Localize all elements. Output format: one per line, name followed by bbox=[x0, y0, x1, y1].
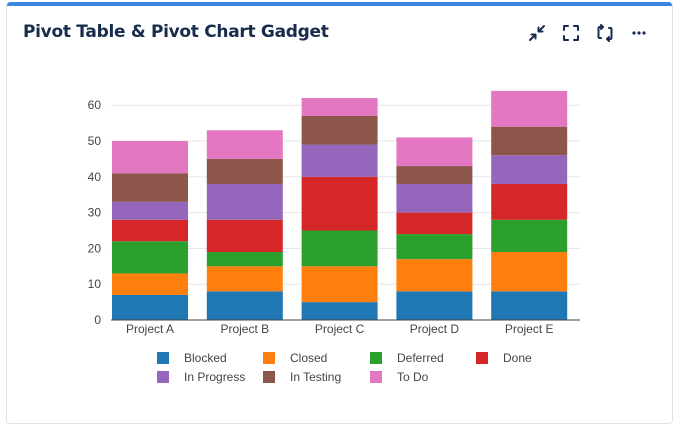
bar-segment-in-progress[interactable] bbox=[112, 201, 188, 220]
y-tick-label: 50 bbox=[88, 134, 102, 148]
y-tick-label: 30 bbox=[88, 206, 102, 220]
legend-label[interactable]: In Progress bbox=[184, 370, 245, 384]
bar-segment-done[interactable] bbox=[301, 176, 378, 231]
legend-label[interactable]: Done bbox=[503, 351, 532, 365]
bar-segment-done[interactable] bbox=[206, 219, 283, 252]
y-tick-label: 20 bbox=[88, 241, 102, 255]
x-tick-label: Project D bbox=[410, 322, 460, 336]
legend-label[interactable]: In Testing bbox=[290, 370, 341, 384]
y-tick-label: 40 bbox=[88, 170, 102, 184]
legend-label[interactable]: Deferred bbox=[397, 351, 444, 365]
bar-segment-in-progress[interactable] bbox=[301, 144, 378, 177]
bar-segment-to-do[interactable] bbox=[112, 141, 188, 174]
bar-segment-to-do[interactable] bbox=[491, 90, 568, 127]
bar-segment-closed[interactable] bbox=[491, 251, 568, 292]
more-icon bbox=[632, 31, 646, 35]
legend-swatch[interactable] bbox=[370, 352, 382, 364]
bar-segment-in-testing[interactable] bbox=[301, 115, 378, 145]
x-tick-label: Project A bbox=[126, 322, 174, 336]
bar-segment-in-testing[interactable] bbox=[112, 173, 188, 202]
y-tick-label: 10 bbox=[88, 277, 102, 291]
bar-segment-done[interactable] bbox=[112, 219, 188, 242]
bar-segment-in-progress[interactable] bbox=[491, 155, 568, 184]
y-tick-label: 0 bbox=[94, 313, 101, 327]
bar-segment-deferred[interactable] bbox=[396, 234, 473, 260]
x-tick-label: Project E bbox=[505, 322, 554, 336]
bar-segment-closed[interactable] bbox=[112, 273, 188, 295]
card-accent-bar bbox=[7, 2, 672, 6]
bar-segment-to-do[interactable] bbox=[301, 98, 378, 116]
minimize-icon bbox=[529, 25, 545, 41]
legend-swatch[interactable] bbox=[157, 352, 169, 364]
refresh-button[interactable] bbox=[594, 22, 616, 44]
minimize-button[interactable] bbox=[526, 22, 548, 44]
refresh-icon bbox=[597, 24, 613, 42]
legend-swatch[interactable] bbox=[476, 352, 488, 364]
fullscreen-button[interactable] bbox=[560, 22, 582, 44]
legend-label[interactable]: Closed bbox=[290, 351, 327, 365]
legend-swatch[interactable] bbox=[370, 371, 382, 383]
legend-swatch[interactable] bbox=[263, 371, 275, 383]
legend-swatch[interactable] bbox=[263, 352, 275, 364]
gadget-title: Pivot Table & Pivot Chart Gadget bbox=[23, 22, 329, 42]
legend-label[interactable]: To Do bbox=[397, 370, 429, 384]
bar-segment-deferred[interactable] bbox=[206, 251, 283, 267]
more-actions-button[interactable] bbox=[628, 22, 650, 44]
gadget-toolbar bbox=[526, 22, 650, 44]
bar-segment-in-testing[interactable] bbox=[206, 158, 283, 184]
bar-segment-in-testing[interactable] bbox=[396, 166, 473, 184]
bar-segment-in-testing[interactable] bbox=[491, 126, 568, 156]
legend-swatch[interactable] bbox=[157, 371, 169, 383]
bar-segment-blocked[interactable] bbox=[491, 291, 568, 320]
bar-segment-closed[interactable] bbox=[301, 266, 378, 303]
bar-segment-closed[interactable] bbox=[396, 259, 473, 292]
bar-segment-blocked[interactable] bbox=[301, 302, 378, 320]
fullscreen-icon bbox=[563, 25, 579, 41]
x-tick-label: Project B bbox=[220, 322, 269, 336]
bar-segment-in-progress[interactable] bbox=[206, 183, 283, 220]
bar-segment-blocked[interactable] bbox=[396, 291, 473, 320]
bar-segment-to-do[interactable] bbox=[206, 130, 283, 159]
bar-segment-closed[interactable] bbox=[206, 266, 283, 292]
bar-segment-to-do[interactable] bbox=[396, 137, 473, 167]
y-tick-label: 60 bbox=[88, 98, 102, 112]
bar-segment-deferred[interactable] bbox=[112, 241, 188, 274]
bar-segment-blocked[interactable] bbox=[206, 291, 283, 320]
bar-segment-done[interactable] bbox=[491, 183, 568, 220]
bar-segment-deferred[interactable] bbox=[301, 230, 378, 267]
bar-segment-in-progress[interactable] bbox=[396, 183, 473, 213]
bar-segment-blocked[interactable] bbox=[112, 294, 188, 320]
legend-label[interactable]: Blocked bbox=[184, 351, 227, 365]
bar-segment-deferred[interactable] bbox=[491, 219, 568, 252]
x-tick-label: Project C bbox=[315, 322, 365, 336]
bar-segment-done[interactable] bbox=[396, 212, 473, 235]
